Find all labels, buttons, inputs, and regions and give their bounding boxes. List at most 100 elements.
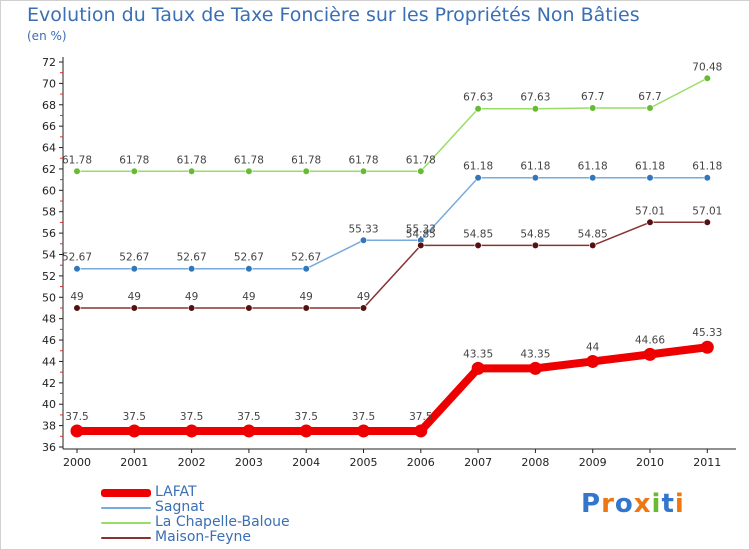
data-label-lafat-2006: 37.5 — [409, 411, 432, 423]
data-point-lafat-2005 — [357, 424, 370, 438]
data-point-lafat-2004 — [299, 424, 313, 438]
y-tick-label-52: 52 — [42, 270, 56, 283]
data-point-maison-feyne-2001 — [130, 304, 138, 312]
y-tick-label-70: 70 — [42, 77, 56, 90]
data-point-maison-feyne-2004 — [302, 304, 310, 312]
data-point-la-chapelle-baloue-2003 — [245, 167, 253, 175]
x-tick-label-2005: 2005 — [350, 456, 378, 469]
legend-item-la-chapelle-baloue: La Chapelle-Baloue — [101, 515, 290, 530]
y-tick-label-36: 36 — [42, 441, 56, 454]
series-line-sagnat — [76, 176, 709, 270]
data-point-la-chapelle-baloue-2006 — [417, 167, 425, 175]
y-tick-label-54: 54 — [42, 249, 56, 262]
y-tick-label-44: 44 — [42, 355, 56, 368]
data-label-la-chapelle-baloue-2008: 67.63 — [520, 92, 550, 104]
x-tick-label-2004: 2004 — [292, 456, 320, 469]
data-point-lafat-2002 — [185, 424, 199, 438]
data-point-la-chapelle-baloue-2008 — [531, 105, 540, 113]
data-point-la-chapelle-baloue-2000 — [73, 167, 81, 175]
data-point-maison-feyne-2009 — [589, 241, 597, 250]
y-tick-label-42: 42 — [42, 377, 56, 390]
data-label-la-chapelle-baloue-2009: 67.7 — [581, 91, 604, 103]
data-label-la-chapelle-baloue-2003: 61.78 — [234, 154, 264, 166]
data-point-sagnat-2011 — [703, 174, 711, 182]
proxiti-logo: Proxiti — [581, 489, 685, 519]
data-label-lafat-2002: 37.5 — [180, 411, 203, 423]
data-label-lafat-2008: 43.35 — [520, 348, 550, 360]
series-line-lafat — [73, 343, 712, 435]
data-point-maison-feyne-2003 — [245, 304, 253, 312]
data-label-la-chapelle-baloue-2011: 70.48 — [692, 61, 722, 73]
logo-letter: r — [601, 489, 615, 519]
data-label-lafat-2003: 37.5 — [237, 411, 260, 423]
data-label-lafat-2005: 37.5 — [352, 411, 375, 423]
logo-letter: P — [581, 489, 602, 519]
data-point-la-chapelle-baloue-2002 — [188, 167, 196, 175]
x-tick-label-2011: 2011 — [693, 456, 721, 469]
series-line-maison-feyne — [76, 221, 709, 309]
data-label-lafat-2000: 37.5 — [65, 411, 88, 423]
logo-letter: x — [633, 489, 652, 519]
logo-letter: o — [614, 489, 634, 519]
data-point-la-chapelle-baloue-2010 — [646, 104, 654, 112]
data-label-la-chapelle-baloue-2010: 67.7 — [638, 91, 661, 103]
data-label-sagnat-2008: 61.18 — [520, 161, 550, 173]
data-label-maison-feyne-2011: 57.01 — [692, 205, 722, 217]
data-label-maison-feyne-2000: 49 — [70, 291, 83, 303]
data-point-maison-feyne-2007 — [474, 241, 482, 250]
data-label-la-chapelle-baloue-2001: 61.78 — [119, 154, 149, 166]
data-point-la-chapelle-baloue-2007 — [474, 105, 482, 113]
data-point-lafat-2009 — [586, 354, 600, 368]
data-label-maison-feyne-2002: 49 — [185, 291, 198, 303]
data-point-maison-feyne-2008 — [531, 241, 540, 250]
data-point-maison-feyne-2011 — [703, 218, 711, 226]
data-point-sagnat-2005 — [359, 236, 368, 244]
legend-label-lafat: LAFAT — [155, 484, 197, 500]
data-point-sagnat-2000 — [73, 265, 81, 273]
legend-label-sagnat: Sagnat — [155, 499, 205, 515]
data-point-maison-feyne-2000 — [73, 304, 81, 312]
logo-letter: i — [674, 489, 685, 519]
data-label-sagnat-2000: 52.67 — [62, 252, 92, 264]
legend-label-la-chapelle-baloue: La Chapelle-Baloue — [155, 514, 290, 530]
data-label-lafat-2011: 45.33 — [692, 327, 722, 339]
data-point-sagnat-2009 — [589, 174, 597, 182]
data-label-lafat-2009: 44 — [586, 341, 600, 353]
data-point-lafat-2010 — [643, 347, 657, 361]
data-point-maison-feyne-2005 — [359, 304, 368, 312]
data-point-sagnat-2001 — [130, 265, 138, 273]
data-point-sagnat-2002 — [188, 265, 196, 273]
y-tick-label-62: 62 — [42, 163, 56, 176]
legend: LAFAT Sagnat La Chapelle-Baloue Maison-F… — [101, 485, 290, 545]
data-label-lafat-2010: 44.66 — [635, 334, 665, 346]
data-point-sagnat-2010 — [646, 174, 654, 182]
data-label-maison-feyne-2008: 54.85 — [520, 228, 550, 240]
data-label-sagnat-2007: 61.18 — [463, 161, 493, 173]
data-label-sagnat-2001: 52.67 — [119, 252, 149, 264]
legend-swatch-sagnat — [101, 506, 151, 509]
x-tick-label-2010: 2010 — [636, 456, 664, 469]
legend-item-maison-feyne: Maison-Feyne — [101, 530, 290, 545]
data-point-lafat-2001 — [127, 424, 141, 438]
data-point-la-chapelle-baloue-2009 — [589, 104, 597, 112]
x-tick-label-2002: 2002 — [178, 456, 206, 469]
data-label-lafat-2001: 37.5 — [123, 411, 146, 423]
x-tick-label-2006: 2006 — [407, 456, 435, 469]
data-label-sagnat-2011: 61.18 — [692, 161, 722, 173]
y-tick-label-58: 58 — [42, 206, 56, 219]
data-point-lafat-2003 — [242, 424, 256, 438]
data-label-sagnat-2005: 55.33 — [348, 223, 378, 235]
legend-item-sagnat: Sagnat — [101, 500, 290, 515]
series-layer — [70, 74, 714, 438]
data-point-sagnat-2004 — [302, 265, 310, 273]
data-label-la-chapelle-baloue-2007: 67.63 — [463, 92, 493, 104]
logo-letter: i — [651, 489, 662, 519]
data-point-la-chapelle-baloue-2011 — [703, 74, 711, 82]
data-label-sagnat-2010: 61.18 — [635, 161, 665, 173]
x-tick-label-2007: 2007 — [464, 456, 492, 469]
data-label-sagnat-2004: 52.67 — [291, 252, 321, 264]
data-label-layer: 61.78 61.78 61.78 61.78 61.78 61.78 61.78 67.63… — [62, 61, 722, 423]
data-point-la-chapelle-baloue-2004 — [302, 167, 310, 175]
data-point-la-chapelle-baloue-2005 — [359, 167, 368, 175]
data-label-la-chapelle-baloue-2006: 61.78 — [406, 154, 436, 166]
